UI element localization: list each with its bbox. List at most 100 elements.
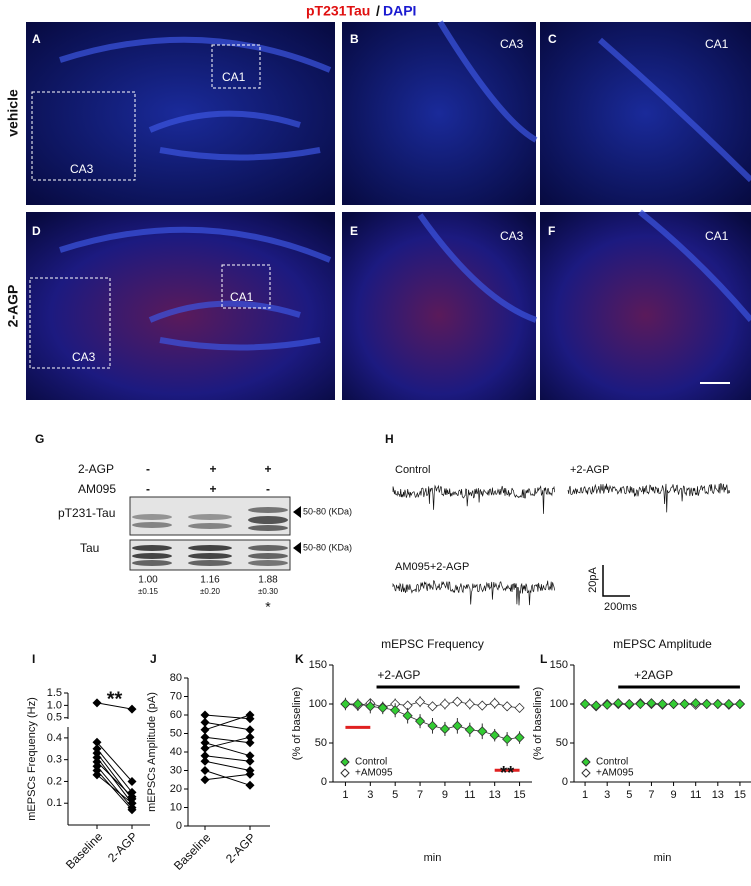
pair-line bbox=[204, 760, 251, 771]
pair-line bbox=[96, 774, 133, 804]
panel-letter: A bbox=[32, 32, 41, 46]
y-axis-label: (% of baseline) bbox=[532, 687, 544, 760]
pair-line bbox=[96, 748, 133, 793]
point bbox=[723, 698, 734, 710]
pair-line bbox=[96, 702, 133, 710]
panel-letter: C bbox=[548, 32, 557, 46]
point bbox=[679, 698, 690, 710]
point bbox=[245, 725, 255, 735]
chart-title: mEPSC Amplitude bbox=[613, 637, 712, 651]
scale-label: 20pA bbox=[587, 566, 599, 592]
roi-box bbox=[211, 44, 261, 89]
point bbox=[502, 734, 513, 745]
point bbox=[701, 698, 712, 710]
point bbox=[579, 698, 591, 710]
point bbox=[657, 698, 668, 710]
quant: 1.16 bbox=[200, 575, 220, 586]
legend-label: +AM095 bbox=[596, 768, 634, 779]
annotation: ** bbox=[107, 688, 123, 710]
y-tick-label: 0.1 bbox=[47, 797, 62, 809]
point bbox=[127, 805, 137, 815]
y-tick-label: 0.5 bbox=[47, 712, 62, 724]
point bbox=[245, 751, 255, 761]
x-tick-label: 9 bbox=[442, 789, 448, 801]
x-tick-label: 11 bbox=[464, 789, 475, 801]
title-blue: DAPI bbox=[383, 3, 416, 19]
panel-letter: L bbox=[540, 652, 547, 666]
point bbox=[127, 776, 137, 786]
pair-line bbox=[96, 741, 133, 782]
y-axis-label: mEPSCs Frequency (Hz) bbox=[26, 697, 38, 820]
x-tick-label: 7 bbox=[417, 789, 423, 801]
x-axis-label: min bbox=[424, 852, 442, 864]
region-label: CA1 bbox=[230, 290, 254, 304]
pair-line bbox=[204, 742, 251, 757]
point bbox=[92, 770, 102, 780]
panel-letter: K bbox=[295, 652, 304, 666]
point bbox=[245, 756, 255, 766]
sign: + bbox=[209, 462, 216, 476]
panel-letter: E bbox=[350, 224, 358, 238]
y-tick-label: 100 bbox=[550, 698, 568, 710]
quant: 1.88 bbox=[258, 575, 278, 586]
y-tick-label: 0.3 bbox=[47, 754, 62, 766]
point bbox=[624, 698, 635, 710]
panel-letter: D bbox=[32, 224, 41, 238]
point bbox=[635, 698, 646, 710]
point bbox=[477, 700, 488, 711]
x-tick-label: 2-AGP bbox=[105, 829, 140, 864]
y-tick-label: 40 bbox=[170, 746, 182, 758]
title-sep: / bbox=[376, 3, 380, 19]
pair-line bbox=[204, 714, 251, 720]
micrograph bbox=[26, 22, 335, 205]
legend-marker bbox=[581, 768, 591, 778]
y-axis-label: mEPSCs Amplitude (pA) bbox=[146, 692, 158, 812]
band-size: 50-80 (KDa) bbox=[303, 506, 352, 516]
point bbox=[402, 710, 413, 721]
title-red: pT231Tau bbox=[306, 3, 370, 19]
y-tick-label: 0 bbox=[562, 776, 568, 788]
panel-letter: B bbox=[350, 32, 359, 46]
pair-line bbox=[204, 773, 251, 781]
point bbox=[464, 724, 475, 735]
point bbox=[514, 702, 525, 713]
condition-label: AM095 bbox=[78, 482, 116, 496]
y-tick-label: 100 bbox=[309, 698, 327, 710]
y-tick-label: 80 bbox=[170, 672, 182, 684]
y-tick-label: 1.0 bbox=[47, 699, 62, 711]
point bbox=[646, 698, 657, 709]
annotation: ** bbox=[500, 763, 514, 783]
region-label: CA1 bbox=[705, 229, 729, 243]
x-tick-label: 3 bbox=[604, 789, 610, 801]
point bbox=[377, 702, 388, 713]
point bbox=[414, 716, 426, 727]
x-tick-label: 5 bbox=[392, 789, 398, 801]
x-tick-label: 15 bbox=[513, 789, 525, 801]
sign: - bbox=[266, 482, 270, 496]
roi-box bbox=[31, 91, 136, 181]
point bbox=[439, 723, 451, 735]
row-label: vehicle bbox=[5, 89, 21, 137]
legend-marker bbox=[581, 757, 591, 767]
pair-line bbox=[204, 755, 251, 762]
micrograph bbox=[26, 212, 335, 400]
x-tick-label: 2-AGP bbox=[223, 830, 258, 865]
pair-line bbox=[96, 761, 133, 798]
y-tick-label: 50 bbox=[556, 737, 568, 749]
y-tick-label: 50 bbox=[170, 727, 182, 739]
x-tick-label: 5 bbox=[626, 789, 632, 801]
y-tick-label: 150 bbox=[550, 659, 568, 671]
x-axis-label: min bbox=[654, 852, 672, 864]
y-tick-label: 10 bbox=[170, 801, 182, 813]
point bbox=[127, 798, 137, 808]
legend-marker bbox=[340, 757, 350, 767]
band-label: Tau bbox=[80, 541, 99, 555]
row-label: 2-AGP bbox=[5, 285, 21, 328]
annotation: +2-AGP bbox=[377, 668, 420, 682]
pair-line bbox=[96, 765, 133, 808]
y-tick-label: 30 bbox=[170, 764, 182, 776]
point bbox=[200, 775, 210, 785]
y-tick-label: 20 bbox=[170, 783, 182, 795]
trace-panel: H Control +2-AGP AM095+2-AGP 20pA 200ms bbox=[385, 432, 731, 613]
y-tick-label: 50 bbox=[315, 737, 327, 749]
